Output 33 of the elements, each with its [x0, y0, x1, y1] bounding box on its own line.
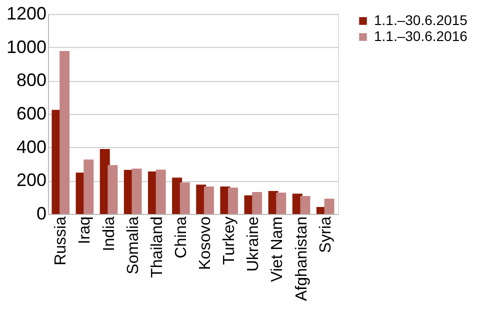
bar [300, 196, 310, 214]
x-tick-label: Ukraine [245, 216, 262, 272]
x-tick-label: Syria [317, 216, 334, 253]
y-tick-label: 1000 [6, 36, 46, 57]
x-tick-label: China [172, 216, 190, 258]
y-tick-label: 400 [16, 136, 46, 157]
y-tick-label: 0 [36, 204, 46, 224]
legend-label: 1.1.–30.6.2015 [374, 12, 468, 28]
bar [156, 170, 166, 214]
legend-label: 1.1.–30.6.2016 [374, 28, 468, 44]
x-tick-label: Afghanistan [293, 216, 310, 302]
y-tick-label: 800 [16, 70, 46, 90]
x-tick-label: Turkey [221, 216, 238, 265]
x-tick-label: Iraq [76, 216, 94, 244]
y-tick-label: 200 [16, 170, 46, 190]
bar [204, 186, 214, 214]
bar [252, 192, 262, 214]
bar [180, 182, 190, 214]
bar [84, 160, 94, 214]
y-tick-label: 1200 [6, 4, 46, 24]
x-tick-label: Viet Nam [269, 216, 286, 282]
x-tick-label: Thailand [148, 216, 166, 278]
bar [276, 192, 286, 214]
x-tick-label: Russia [52, 216, 70, 266]
y-tick-label: 600 [16, 104, 46, 124]
bar [60, 51, 70, 214]
x-tick-label: Somalia [124, 216, 142, 274]
x-tick-label: Kosovo [197, 216, 214, 270]
bar [324, 198, 334, 214]
bar [132, 168, 142, 214]
x-tick-label: India [100, 216, 118, 252]
bar [108, 165, 118, 214]
bar [228, 188, 238, 214]
